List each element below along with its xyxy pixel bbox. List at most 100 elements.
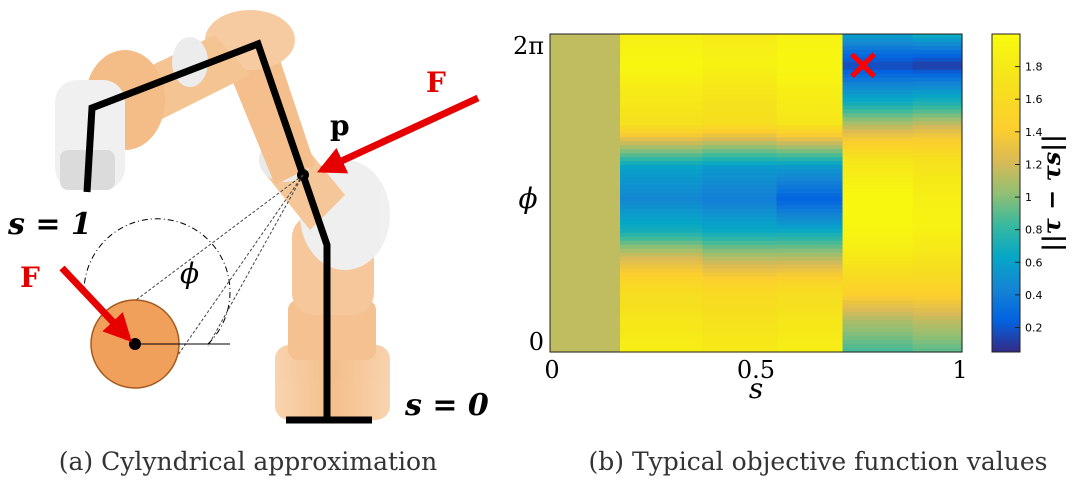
heatmap-cell [912,252,963,258]
colorbar [991,33,1021,353]
heatmap-cell [776,101,844,107]
heatmap-cell [912,340,963,345]
heatmap-cell [620,57,704,63]
heatmap-column [912,34,963,353]
heatmap-cell [912,324,963,329]
heatmap-cell [776,81,844,87]
heatmap-cell [842,312,914,317]
heatmap-cell [776,344,844,349]
heatmap-cell [550,49,621,55]
heatmap-cell [702,185,778,190]
heatmap-cell [912,348,963,353]
heatmap-cell [620,284,704,290]
heatmap-cell [550,193,621,198]
heatmap-cell [550,236,621,242]
heatmap-cell [776,228,844,234]
heatmap-cell [702,181,778,186]
heatmap-cell [702,177,778,182]
heatmap-cell [776,89,844,95]
heatmap-cell [912,149,963,154]
force-label-left: F [20,261,40,294]
caption-left: (a) Cylyndrical approximation [59,447,437,476]
heatmap-cell [842,220,914,226]
heatmap-cell [776,149,844,154]
heatmap-cell [912,196,963,202]
heatmap-cell [620,252,704,258]
heatmap-cell [550,212,621,218]
heatmap-cell [842,149,914,154]
heatmap-cell [702,316,778,321]
heatmap-cell [842,344,914,349]
heatmap-cell [842,324,914,329]
heatmap-cell [702,49,778,55]
heatmap-cell [842,296,914,301]
heatmap-cell [620,276,704,282]
heatmap-cell [842,272,914,278]
heatmap-cell [776,129,844,134]
heatmap-cell [550,344,621,349]
heatmap-cell [912,240,963,246]
heatmap-cell [912,256,963,262]
heatmap-cell [776,312,844,317]
heatmap-cell [842,97,914,103]
heatmap-cell [620,216,704,222]
heatmap-cell [550,105,621,111]
heatmap-cell [620,149,704,154]
heatmap-cell [776,121,844,127]
heatmap-cell [550,336,621,341]
heatmap-cell [702,340,778,345]
heatmap-cell [550,37,621,43]
heatmap-cell [912,93,963,99]
heatmap-cell [912,320,963,325]
heatmap-cell [620,34,704,39]
heatmap-cell [620,117,704,123]
heatmap-cell [842,65,914,71]
heatmap-cell [550,196,621,202]
heatmap-cell [912,300,963,305]
heatmap-cell [620,348,704,353]
heatmap-cell [620,89,704,95]
heatmap-cell [912,288,963,293]
heatmap-cell [842,260,914,266]
heatmap-cell [842,332,914,337]
heatmap-cell [550,101,621,107]
heatmap-cell [550,228,621,234]
heatmap-cell [620,228,704,234]
heatmap-cell [776,304,844,309]
heatmap-cell [702,97,778,103]
heatmap-cell [776,153,844,158]
objective-heatmap-panel: × 2π 0 ϕ 0 0.5 1 s 0.2 0.4 0.6 0.8 1 1.2 1.4 1.… [513,32,1066,476]
heatmap-cell [842,165,914,170]
heatmap-cell [842,189,914,194]
heatmap-cell [912,336,963,341]
heatmap-cell [550,264,621,270]
heatmap-cell [620,232,704,238]
heatmap-cell [620,101,704,107]
heatmap-cell [912,41,963,47]
heatmap-cell [776,37,844,43]
heatmap-cell [550,53,621,59]
heatmap-cell [702,37,778,43]
heatmap-cell [550,177,621,182]
heatmap-cell [702,41,778,47]
heatmap-cell [842,161,914,166]
heatmap-cell [702,145,778,150]
heatmap-cell [776,276,844,282]
heatmap-cell [912,332,963,337]
heatmap-cell [912,34,963,39]
heatmap-cell [842,216,914,222]
heatmap-cell [620,196,704,202]
heatmap-cell [842,244,914,250]
heatmap-cell [702,85,778,91]
heatmap-cell [620,73,704,79]
heatmap-cell [620,296,704,301]
heatmap-cell [620,316,704,321]
heatmap-cell [842,61,914,67]
x-tick-label: 0 [544,356,559,384]
heatmap-cell [912,129,963,134]
heatmap-cell [702,93,778,99]
y-axis-label: ϕ [518,182,537,215]
robot-illustration: F F p ϕ s = 1 s = 0 (a) Cylyndrical appr… [7,10,489,476]
heatmap-cell [550,149,621,154]
